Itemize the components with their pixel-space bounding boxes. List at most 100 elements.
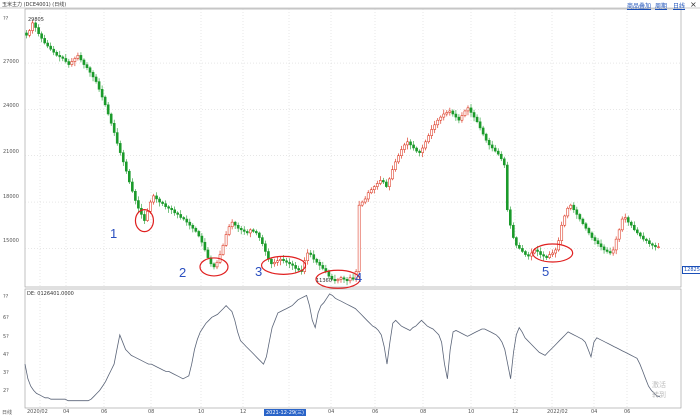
candle-body (385, 181, 388, 187)
candle-body (518, 245, 521, 249)
chart-title: 玉米主力 (DCE4001) (日线) (2, 2, 67, 8)
candle-body (197, 231, 201, 237)
main-plot-border (24, 8, 682, 288)
candle-body (360, 201, 364, 206)
candle-body (581, 218, 585, 224)
x-tick-label: 日线 (2, 410, 13, 416)
daily-link[interactable]: 日线 (673, 3, 686, 10)
candle-body (487, 140, 491, 146)
candle-body (79, 55, 83, 61)
annotation-circle (260, 255, 307, 275)
candle-body (288, 262, 291, 265)
y-tick-label: 18000 (3, 194, 19, 200)
candle-body (52, 48, 56, 53)
candle-body (415, 147, 418, 152)
candle-body (270, 258, 273, 265)
candle-body (481, 127, 485, 135)
candle-body (321, 265, 325, 269)
candle-body (152, 195, 155, 203)
candle-body (611, 249, 615, 254)
ind-y-tick-label: 5? (3, 334, 9, 340)
x-tick-label: 12 (512, 409, 519, 415)
candle-body (593, 237, 597, 241)
candle-body (164, 203, 167, 207)
candle-body (121, 152, 125, 163)
candle-body (472, 112, 476, 118)
candle-body (551, 252, 554, 255)
candle-body (106, 104, 110, 115)
candle-body (203, 241, 207, 251)
period-link[interactable]: 周期 (655, 3, 668, 10)
x-tick-label: 10 (198, 409, 205, 415)
y-tick-label: ?? (3, 16, 9, 22)
annotation-circles (134, 208, 574, 289)
candle-body (382, 180, 385, 183)
candle-body (536, 249, 539, 252)
candle-body (76, 55, 80, 59)
crosshair-date-label: 2021-12-29(三) (264, 409, 306, 416)
candle-body (103, 96, 107, 106)
candle-body (294, 265, 297, 269)
candle-body (466, 107, 470, 112)
candle-body (496, 150, 500, 155)
candle-body (70, 61, 74, 65)
candle-body (224, 234, 228, 246)
candle-body (587, 228, 591, 234)
candle-body (469, 107, 473, 113)
candle-body (336, 279, 340, 282)
candle-body (509, 209, 512, 226)
candle-body (403, 144, 406, 150)
candle-body (433, 124, 437, 130)
x-tick-label: 10 (468, 409, 475, 415)
candle-body (297, 268, 300, 271)
annotation-circle (532, 243, 574, 263)
candle-body (149, 201, 152, 212)
candle-body (85, 64, 89, 68)
candle-body (227, 226, 231, 235)
x-tick-label: 12 (240, 409, 247, 415)
candle-body (318, 262, 322, 266)
candle-body (312, 254, 316, 260)
candle-body (645, 238, 648, 241)
candle-body (285, 260, 288, 263)
candle-body (34, 22, 37, 28)
candle-body (100, 89, 104, 98)
candle-body (306, 252, 310, 261)
candle-body (339, 277, 343, 280)
candle-body (342, 277, 346, 280)
candle-body (409, 141, 412, 146)
candle-body (206, 249, 210, 258)
candle-body (61, 56, 65, 59)
candle-body (563, 215, 567, 226)
candle-body (406, 141, 409, 146)
candle-body (512, 224, 515, 238)
candle-body (215, 262, 219, 268)
candle-body (357, 204, 361, 272)
candle-body (515, 237, 518, 246)
candle-body (239, 228, 243, 231)
candle-body (73, 58, 77, 62)
candle-body (654, 245, 657, 248)
overlay-link[interactable]: 商品叠加 (627, 3, 652, 10)
y-tick-label: 15000 (3, 238, 19, 244)
candle-body (309, 252, 313, 255)
candle-body (578, 214, 582, 220)
y-tick-label: 21000 (3, 149, 19, 155)
candle-body (457, 116, 461, 121)
close-icon[interactable]: × (690, 0, 697, 9)
candle-body (261, 237, 264, 245)
candle-body (91, 72, 95, 78)
ind-y-tick-label: 6? (3, 315, 9, 321)
candle-body (176, 212, 180, 215)
candle-body (639, 232, 642, 237)
candle-body (134, 190, 137, 201)
candle-body (557, 240, 561, 251)
annotation-circle (134, 208, 155, 233)
candle-body (599, 243, 603, 248)
candle-body (191, 224, 195, 229)
candle-body (484, 133, 488, 141)
candle-body (602, 246, 606, 251)
y-tick-label: 24000 (3, 103, 19, 109)
candle-body (330, 275, 334, 280)
x-tick-label: 2022/02 (547, 409, 568, 415)
